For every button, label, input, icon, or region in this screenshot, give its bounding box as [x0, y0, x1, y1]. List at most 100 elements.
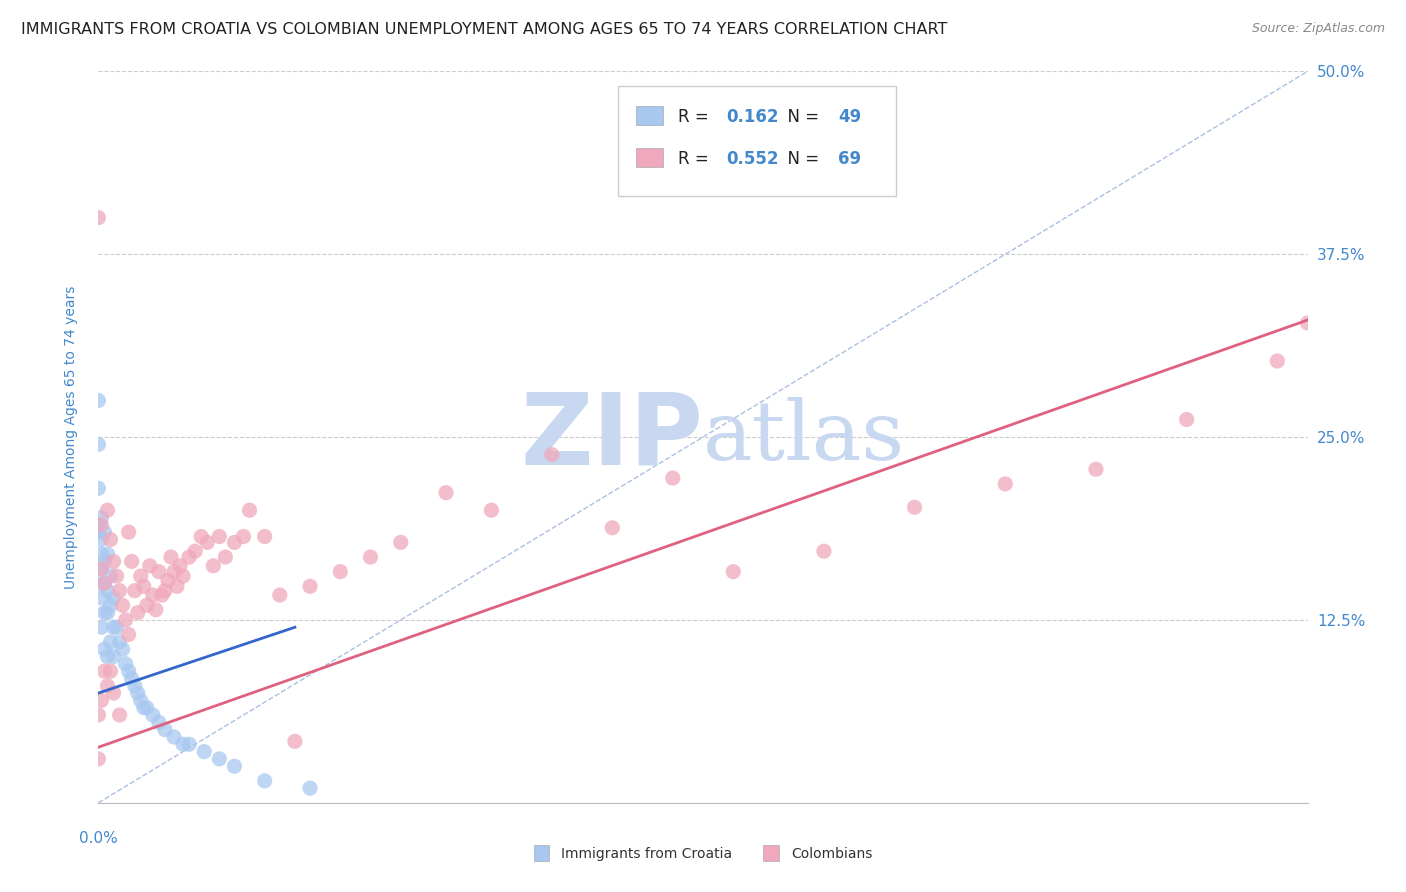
- Point: [661, 471, 683, 485]
- Text: R =: R =: [678, 109, 714, 127]
- Point: [100, 569, 122, 583]
- FancyBboxPatch shape: [763, 845, 779, 861]
- Point: [904, 500, 927, 515]
- Point: [87, 752, 110, 766]
- Point: [184, 544, 207, 558]
- Point: [90, 562, 112, 576]
- Point: [132, 579, 155, 593]
- Point: [103, 591, 125, 605]
- Point: [179, 737, 201, 751]
- Point: [111, 642, 134, 657]
- Point: [90, 533, 112, 547]
- Point: [90, 562, 112, 576]
- Text: 0.0%: 0.0%: [79, 830, 118, 846]
- Point: [129, 693, 152, 707]
- FancyBboxPatch shape: [534, 845, 548, 861]
- Point: [96, 679, 118, 693]
- Point: [1296, 316, 1319, 330]
- Point: [179, 549, 201, 564]
- Point: [105, 620, 128, 634]
- Point: [1175, 412, 1198, 426]
- Point: [103, 649, 125, 664]
- Point: [118, 664, 141, 678]
- Point: [121, 672, 143, 686]
- Point: [1267, 354, 1289, 368]
- Point: [96, 583, 118, 598]
- Point: [90, 576, 112, 591]
- Point: [253, 530, 276, 544]
- Point: [114, 657, 136, 671]
- Point: [169, 558, 191, 573]
- Point: [135, 700, 157, 714]
- Point: [142, 708, 165, 723]
- Point: [172, 737, 194, 751]
- Point: [87, 481, 110, 495]
- Point: [160, 549, 183, 564]
- Text: Immigrants from Croatia: Immigrants from Croatia: [561, 847, 733, 861]
- Point: [96, 547, 118, 561]
- Point: [166, 579, 188, 593]
- Text: Colombians: Colombians: [790, 847, 872, 861]
- Point: [121, 554, 143, 568]
- Point: [87, 708, 110, 723]
- Point: [153, 723, 176, 737]
- FancyBboxPatch shape: [637, 106, 664, 126]
- Point: [202, 558, 225, 573]
- Point: [90, 620, 112, 634]
- Point: [145, 603, 167, 617]
- Point: [111, 599, 134, 613]
- Text: 69: 69: [838, 150, 862, 168]
- Point: [114, 613, 136, 627]
- Point: [118, 627, 141, 641]
- Point: [253, 773, 276, 788]
- Text: 49: 49: [838, 109, 862, 127]
- Text: ZIP: ZIP: [520, 389, 703, 485]
- Point: [93, 576, 115, 591]
- Point: [90, 517, 112, 532]
- Text: 0.162: 0.162: [725, 109, 779, 127]
- Point: [96, 503, 118, 517]
- Point: [329, 565, 352, 579]
- Point: [214, 549, 236, 564]
- Point: [96, 606, 118, 620]
- Point: [90, 693, 112, 707]
- Point: [93, 525, 115, 540]
- Point: [105, 569, 128, 583]
- Point: [224, 759, 246, 773]
- Point: [87, 437, 110, 451]
- Text: N =: N =: [776, 109, 824, 127]
- Point: [90, 510, 112, 524]
- Point: [148, 715, 170, 730]
- Point: [139, 558, 162, 573]
- Text: R =: R =: [678, 150, 714, 168]
- Point: [389, 535, 412, 549]
- Point: [135, 599, 157, 613]
- Text: N =: N =: [776, 150, 824, 168]
- Point: [87, 517, 110, 532]
- Point: [127, 686, 149, 700]
- Point: [156, 574, 179, 588]
- Point: [124, 583, 146, 598]
- Point: [93, 576, 115, 591]
- Point: [540, 448, 562, 462]
- Point: [434, 485, 457, 500]
- Point: [190, 530, 212, 544]
- Point: [100, 635, 122, 649]
- Point: [153, 583, 176, 598]
- Point: [127, 606, 149, 620]
- Point: [163, 565, 186, 579]
- Text: IMMIGRANTS FROM CROATIA VS COLOMBIAN UNEMPLOYMENT AMONG AGES 65 TO 74 YEARS CORR: IMMIGRANTS FROM CROATIA VS COLOMBIAN UNE…: [21, 22, 948, 37]
- Point: [118, 525, 141, 540]
- Point: [108, 583, 131, 598]
- Point: [93, 664, 115, 678]
- Point: [150, 588, 173, 602]
- Y-axis label: Unemployment Among Ages 65 to 74 years: Unemployment Among Ages 65 to 74 years: [63, 285, 77, 589]
- Point: [148, 565, 170, 579]
- FancyBboxPatch shape: [637, 148, 664, 167]
- Point: [103, 686, 125, 700]
- Point: [96, 649, 118, 664]
- Point: [132, 700, 155, 714]
- Point: [284, 734, 307, 748]
- Point: [103, 620, 125, 634]
- Point: [87, 525, 110, 540]
